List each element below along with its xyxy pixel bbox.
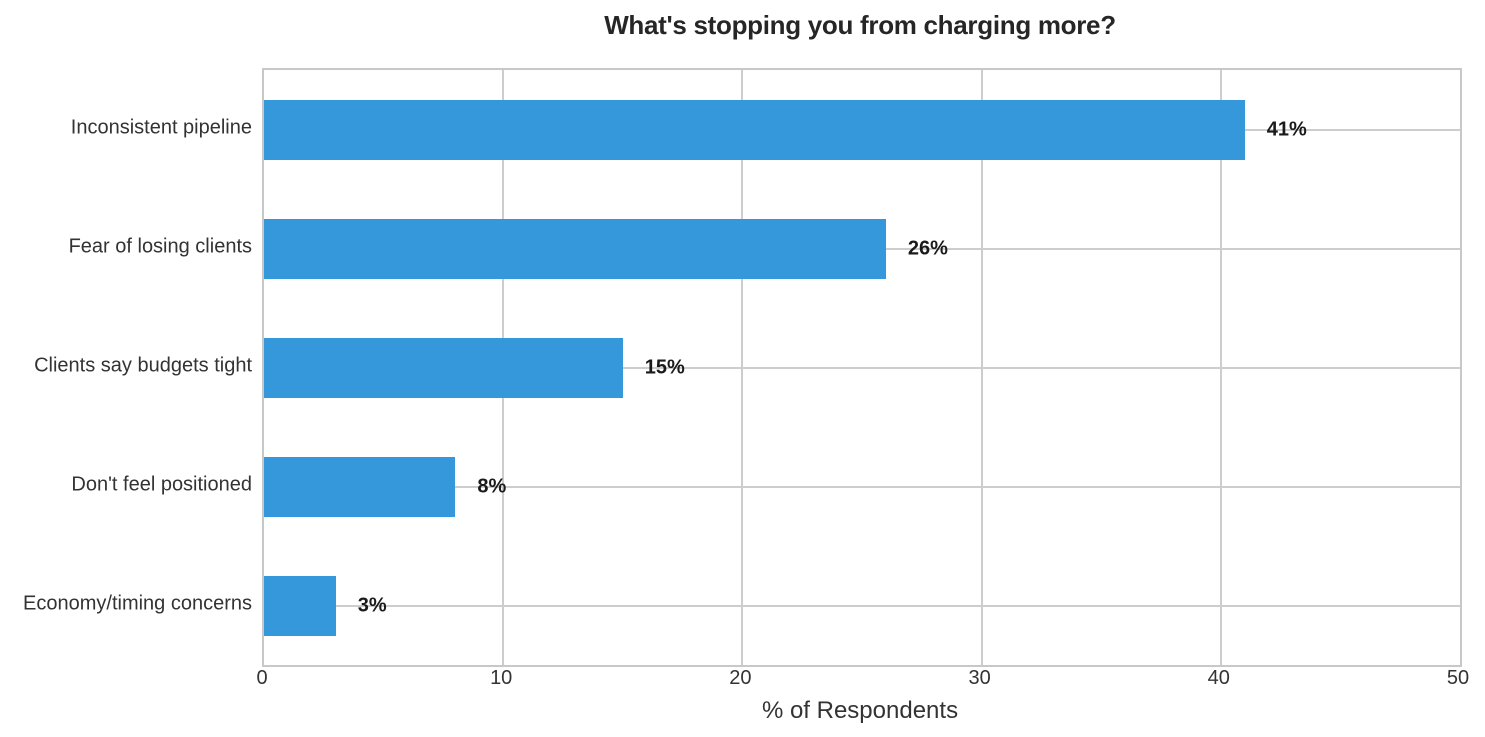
gridline-horizontal	[264, 366, 1460, 369]
bar	[264, 218, 886, 279]
x-tick-label: 30	[968, 667, 991, 689]
bar	[264, 99, 1245, 160]
gridline-horizontal	[264, 485, 1460, 488]
x-axis-title: % of Respondents	[761, 697, 959, 724]
bar	[264, 456, 456, 517]
value-label: 3%	[357, 594, 387, 616]
bar	[264, 337, 623, 398]
category-label: Fear of losing clients	[68, 235, 252, 257]
value-label: 15%	[644, 356, 685, 378]
x-tick-label: 20	[729, 667, 752, 689]
x-tick-label: 0	[256, 667, 268, 689]
bar	[264, 575, 336, 636]
category-label: Economy/timing concerns	[23, 592, 252, 614]
x-tick-label: 40	[1207, 667, 1230, 689]
gridline-horizontal	[264, 604, 1460, 607]
plot-area: 41% 26% 15% 8% 3%	[262, 68, 1462, 667]
x-tick-label: 10	[490, 667, 513, 689]
value-label: 8%	[477, 475, 507, 497]
category-label: Inconsistent pipeline	[70, 116, 252, 138]
x-tick-label: 50	[1446, 667, 1470, 689]
value-label: 41%	[1266, 118, 1307, 140]
category-label: Clients say budgets tight	[34, 354, 252, 376]
chart-title: What's stopping you from charging more?	[604, 10, 1116, 40]
value-label: 26%	[907, 237, 948, 259]
category-label: Don't feel positioned	[71, 473, 252, 495]
